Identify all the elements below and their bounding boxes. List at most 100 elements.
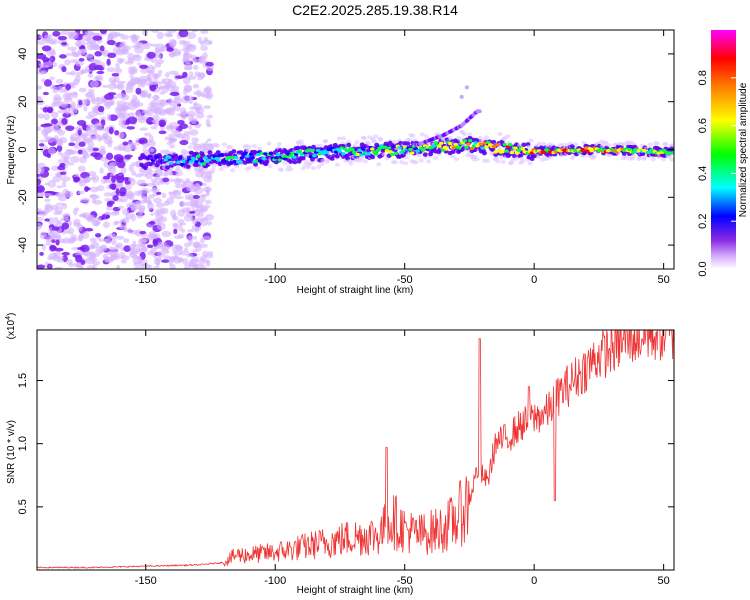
heatmap-cell: [204, 199, 212, 205]
heatmap-cell: [416, 153, 422, 158]
heatmap-cell: [163, 149, 169, 154]
heatmap-cell: [61, 222, 70, 230]
heatmap-cell: [361, 147, 366, 151]
heatmap-cell: [57, 150, 63, 156]
heatmap-cell: [422, 152, 428, 157]
heatmap-cell: [89, 186, 99, 193]
heatmap-cell: [663, 141, 669, 146]
heatmap-cell: [44, 198, 51, 203]
heatmap-cell: [98, 238, 105, 242]
heatmap-cell: [206, 114, 213, 119]
heatmap-cell: [52, 210, 63, 216]
heatmap-cell: [104, 178, 110, 184]
heatmap-cell: [121, 45, 132, 51]
heatmap-cell: [288, 159, 294, 164]
heatmap-cell: [38, 143, 45, 147]
heatmap-cell: [509, 151, 515, 155]
heatmap-cell: [310, 157, 316, 162]
heatmap-cell: [187, 235, 194, 242]
heatmap-cell: [405, 141, 411, 146]
heatmap-cell: [191, 30, 198, 33]
heatmap-cell: [261, 156, 266, 160]
heatmap-cell: [181, 133, 190, 142]
heatmap-cell: [148, 220, 156, 225]
heatmap-cell: [133, 34, 140, 40]
heatmap-cell: [257, 146, 263, 151]
heatmap-cell: [164, 181, 170, 185]
heatmap-cell: [521, 142, 527, 148]
heatmap-cell: [187, 43, 193, 48]
heatmap-cell: [46, 106, 54, 114]
colorbar-label: Normalized spectral amplitude: [738, 82, 749, 217]
heatmap-cell: [85, 128, 95, 137]
heatmap-cell: [451, 145, 457, 150]
heatmap-cell: [77, 223, 83, 232]
heatmap-cell: [45, 137, 55, 143]
heatmap-cell: [47, 217, 55, 225]
heatmap-cell: [67, 162, 75, 166]
heatmap-cell: [205, 91, 214, 100]
heatmap-cell: [529, 151, 535, 155]
heatmap-cell: [83, 105, 88, 112]
heatmap-cell: [147, 166, 153, 171]
heatmap-cell: [278, 168, 284, 173]
heatmap-cell: [337, 149, 342, 153]
heatmap-cell: [382, 145, 388, 149]
heatmap-cell: [661, 157, 667, 162]
heatmap-cell: [315, 148, 321, 153]
heatmap-cell: [513, 146, 518, 150]
heatmap-cell: [84, 187, 92, 191]
heatmap-cell: [177, 120, 185, 125]
heatmap-cell: [186, 32, 197, 40]
heatmap-cell: [45, 236, 53, 242]
heatmap-cell: [94, 233, 102, 238]
heatmap-cell: [496, 146, 502, 151]
heatmap-cell: [292, 159, 298, 165]
heatmap-cell: [62, 92, 71, 100]
heatmap-cell: [300, 156, 306, 161]
heatmap-cell: [172, 189, 182, 197]
heatmap-cells: [37, 30, 674, 269]
heatmap-cell: [90, 241, 100, 249]
heatmap-cell: [105, 238, 112, 245]
heatmap-cell: [370, 147, 375, 151]
heatmap-cell: [573, 142, 579, 147]
heatmap-cell: [502, 142, 507, 147]
heatmap-cell: [152, 94, 160, 101]
heatmap-cell: [178, 171, 184, 176]
heatmap-cell: [140, 194, 145, 199]
heatmap-cell: [52, 175, 62, 183]
heatmap-cell: [99, 167, 104, 174]
heatmap-cell: [234, 155, 239, 160]
heatmap-cell: [246, 144, 252, 149]
heatmap-cell: [159, 122, 165, 127]
heatmap-cell: [431, 144, 437, 148]
y-tick-label: -20: [17, 189, 29, 205]
heatmap-cell: [207, 221, 212, 226]
heatmap-cell: [139, 64, 149, 69]
heatmap-cell: [204, 213, 215, 221]
heatmap-cell: [493, 150, 498, 154]
heatmap-cell: [171, 244, 179, 253]
heatmap-cell: [333, 150, 339, 154]
heatmap-cell: [116, 160, 126, 169]
heatmap-cell: [192, 83, 200, 89]
heatmap-cell: [311, 166, 317, 171]
heatmap-cell: [359, 155, 365, 160]
heatmap-cell: [154, 47, 160, 52]
heatmap-cell: [193, 91, 200, 96]
heatmap-cell: [60, 217, 70, 222]
heatmap-cell: [139, 127, 148, 131]
heatmap-cell: [87, 171, 97, 177]
heatmap-cell: [393, 151, 399, 156]
heatmap-cell: [491, 145, 496, 149]
heatmap-cell: [97, 105, 105, 113]
heatmap-cell: [520, 147, 525, 151]
heatmap-cell: [444, 147, 449, 151]
heatmap-cell: [111, 237, 117, 246]
heatmap-cell: [184, 178, 191, 183]
heatmap-cell: [485, 158, 491, 163]
heatmap-cell: [113, 84, 124, 89]
heatmap-cell: [152, 239, 159, 247]
heatmap-cell: [311, 144, 317, 150]
